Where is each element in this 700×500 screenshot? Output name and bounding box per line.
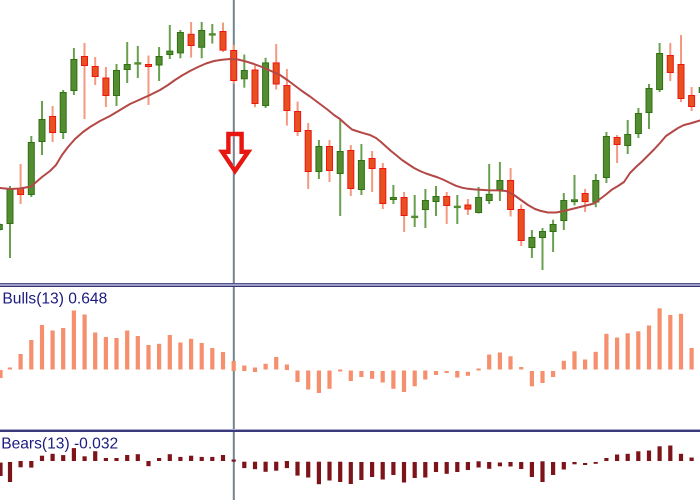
- svg-text:Bears(13) -0.032: Bears(13) -0.032: [1, 436, 118, 453]
- svg-text:Bulls(13) 0.648: Bulls(13) 0.648: [2, 291, 107, 308]
